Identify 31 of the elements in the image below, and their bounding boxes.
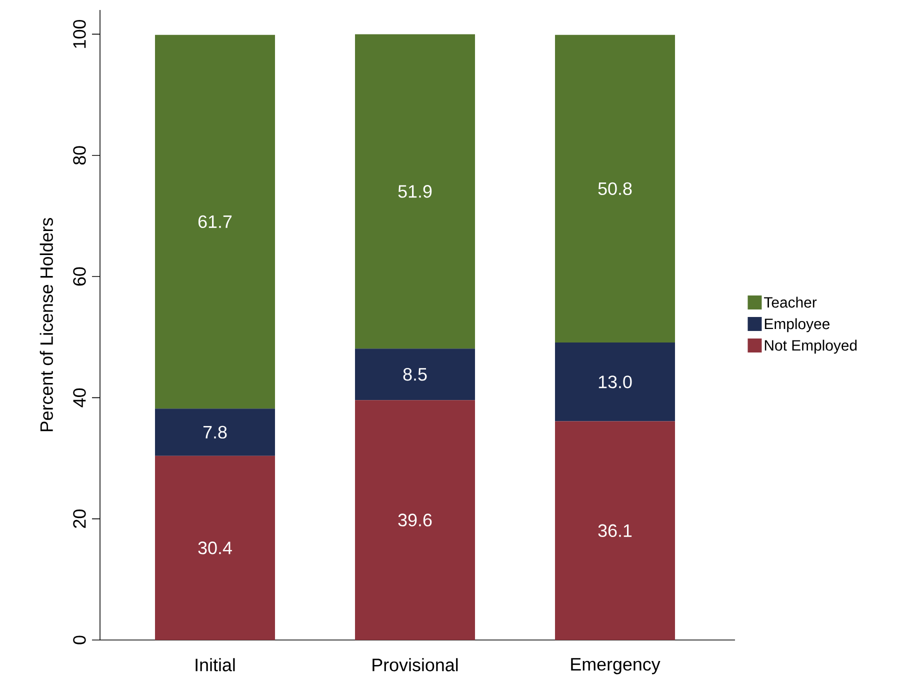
data-label: 8.5 xyxy=(403,368,427,381)
y-tick-label: 0 xyxy=(73,636,86,644)
y-tick-label: 60 xyxy=(73,267,86,286)
y-tick-label: 20 xyxy=(73,510,86,528)
bar xyxy=(555,421,676,640)
y-tick-label: 80 xyxy=(73,146,86,165)
x-tick-label: Emergency xyxy=(571,658,660,674)
bar xyxy=(355,400,476,640)
y-tick-label: 40 xyxy=(73,388,86,408)
x-tick-label: Initial xyxy=(196,658,235,672)
data-label: 7.8 xyxy=(203,426,227,439)
legend-label: Employee xyxy=(764,318,830,332)
bar xyxy=(355,348,476,400)
data-label: 30.4 xyxy=(198,542,232,554)
bar xyxy=(355,34,476,349)
data-label: 61.7 xyxy=(198,215,232,228)
bar xyxy=(155,408,276,456)
data-label: 39.6 xyxy=(398,514,432,526)
data-label: 50.8 xyxy=(598,182,632,196)
legend-label: Not Employed xyxy=(764,340,857,354)
bar xyxy=(155,456,276,640)
x-tick-label: Provisional xyxy=(372,658,458,672)
data-label: 13.0 xyxy=(598,376,632,388)
bar xyxy=(555,34,676,343)
y-tick-label: 100 xyxy=(73,20,86,48)
bar xyxy=(555,342,676,422)
y-axis-title: Percent of License Holders xyxy=(40,218,53,432)
bar xyxy=(155,34,276,409)
data-label: 36.1 xyxy=(598,524,632,537)
legend-label: Teacher xyxy=(764,296,817,308)
data-label: 51.9 xyxy=(398,185,432,198)
